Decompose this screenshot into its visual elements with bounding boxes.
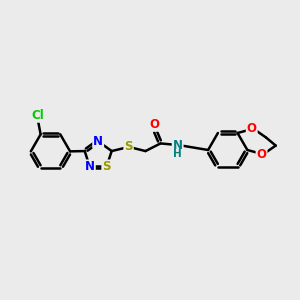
Text: N: N [93, 135, 103, 148]
Text: O: O [247, 122, 257, 135]
Text: N: N [85, 160, 95, 173]
Text: N: N [173, 139, 183, 152]
Text: O: O [149, 118, 160, 131]
Text: H: H [173, 148, 182, 158]
Text: S: S [102, 160, 111, 173]
Text: S: S [124, 140, 133, 154]
Text: Cl: Cl [32, 109, 44, 122]
Text: O: O [256, 148, 266, 160]
